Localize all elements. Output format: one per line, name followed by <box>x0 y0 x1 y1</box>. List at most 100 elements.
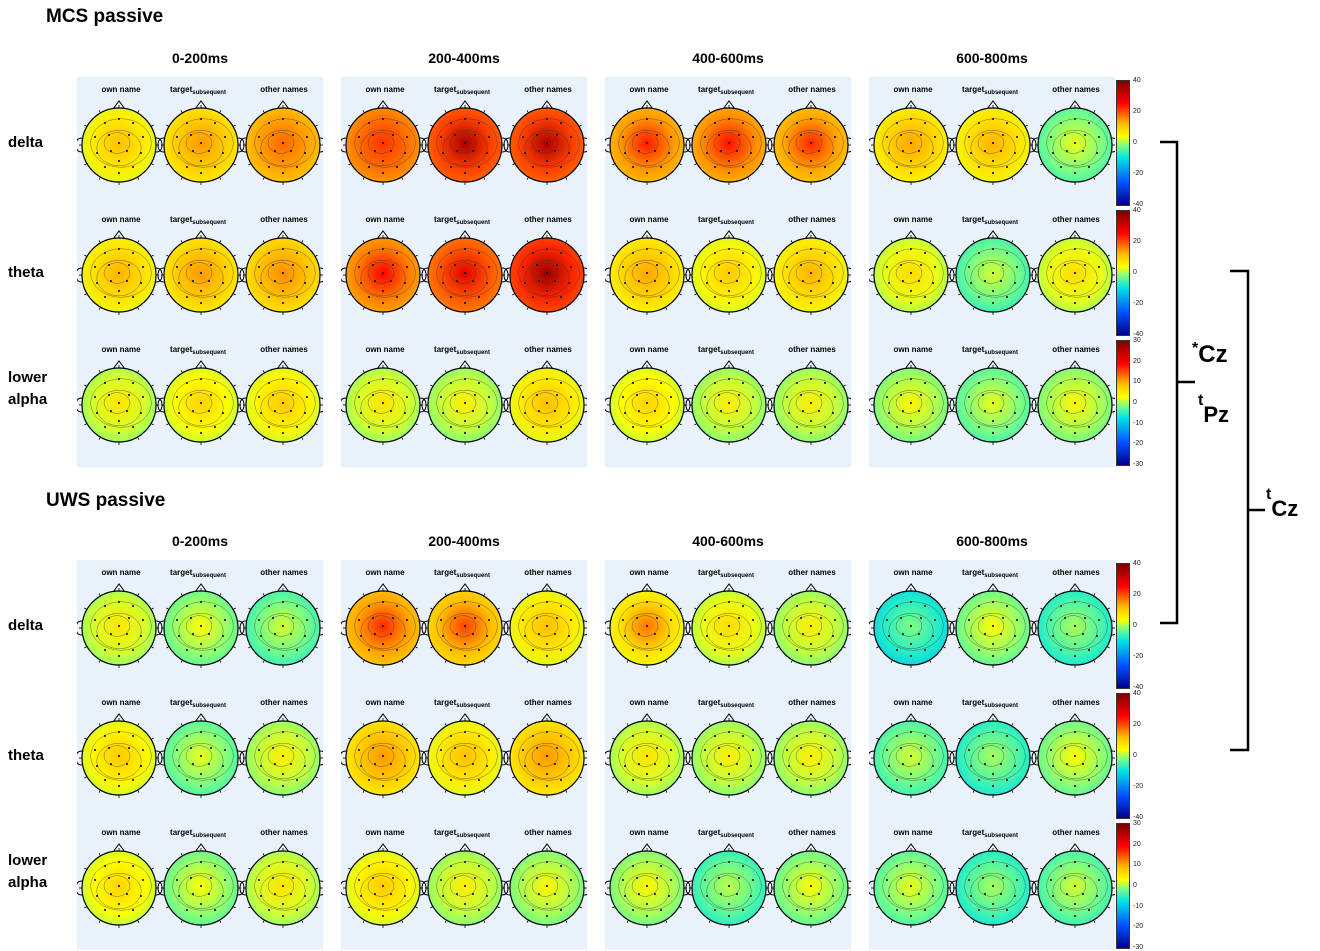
topomap-mcs-lower-alpha-0-1 <box>157 360 245 445</box>
topomap-mcs-delta-3-1 <box>949 100 1037 185</box>
time-window-label-uws-0: 0-200ms <box>171 533 229 549</box>
condition-label: targetsubsequent <box>170 345 226 356</box>
condition-label: targetsubsequent <box>170 85 226 96</box>
topomap-uws-lower-alpha-2-2 <box>767 843 851 928</box>
topomap-uws-delta-3-2 <box>1031 583 1115 668</box>
topomap-row <box>77 843 323 928</box>
topomap-uws-lower-alpha-0-0 <box>77 843 163 928</box>
condition-label: own name <box>101 828 141 837</box>
condition-label: targetsubsequent <box>962 698 1018 709</box>
condition-label: own name <box>365 215 405 224</box>
colorbar-tick: -20 <box>1133 653 1144 660</box>
topomap-mcs-theta-3-2 <box>1031 230 1115 315</box>
topomap-uws-delta-2-2 <box>767 583 851 668</box>
topomap-mcs-delta-3-0 <box>869 100 955 185</box>
topomap-row <box>77 360 323 445</box>
topomap-uws-lower-alpha-0-2 <box>239 843 323 928</box>
topomap-uws-theta-2-2 <box>767 713 851 798</box>
condition-label: other names <box>1052 828 1100 837</box>
condition-label: own name <box>365 568 405 577</box>
topomap-mcs-theta-0-2 <box>239 230 323 315</box>
condition-label: targetsubsequent <box>434 828 490 839</box>
condition-label: other names <box>260 828 308 837</box>
condition-label: other names <box>788 215 836 224</box>
colorbar-uws-theta <box>1116 693 1130 819</box>
topomap-mcs-lower-alpha-3-0 <box>869 360 955 445</box>
topomap-mcs-theta-2-0 <box>605 230 691 315</box>
topomap-uws-delta-1-2 <box>503 583 587 668</box>
condition-label: other names <box>260 698 308 707</box>
condition-label: targetsubsequent <box>170 828 226 839</box>
condition-label: other names <box>1052 85 1100 94</box>
topomap-row <box>869 583 1115 668</box>
topomap-uws-theta-0-0 <box>77 713 163 798</box>
topomap-mcs-delta-0-1 <box>157 100 245 185</box>
annotation-cz-t: tCz <box>1266 486 1299 521</box>
colorbar-tick: 10 <box>1133 378 1141 386</box>
topomap-mcs-lower-alpha-1-1 <box>421 360 509 445</box>
colorbar-tick: 20 <box>1133 357 1141 365</box>
condition-label: other names <box>260 568 308 577</box>
topomap-mcs-lower-alpha-1-0 <box>341 360 427 445</box>
colorbar-tick: -10 <box>1133 902 1144 910</box>
topomap-uws-theta-3-0 <box>869 713 955 798</box>
condition-label: targetsubsequent <box>962 345 1018 356</box>
topomap-mcs-theta-1-1 <box>421 230 509 315</box>
time-window-label-mcs-3: 600-800ms <box>956 50 1028 66</box>
topomap-uws-delta-2-0 <box>605 583 691 668</box>
topomap-row <box>341 230 587 315</box>
topomap-row <box>869 230 1115 315</box>
topomap-uws-lower-alpha-3-0 <box>869 843 955 928</box>
topomap-uws-theta-3-1 <box>949 713 1037 798</box>
colorbar-tick: 0 <box>1133 622 1137 629</box>
condition-label: targetsubsequent <box>698 215 754 226</box>
condition-label: targetsubsequent <box>698 828 754 839</box>
topomap-uws-delta-3-0 <box>869 583 955 668</box>
colorbar-tick: -40 <box>1133 684 1144 691</box>
topomap-mcs-theta-1-0 <box>341 230 427 315</box>
topomap-row <box>869 100 1115 185</box>
time-window-label-uws-2: 400-600ms <box>692 533 764 549</box>
condition-label: targetsubsequent <box>434 345 490 356</box>
colorbar-mcs-lower-alpha <box>1116 340 1130 466</box>
condition-label: own name <box>101 568 141 577</box>
topomap-mcs-theta-0-0 <box>77 230 163 315</box>
condition-label: other names <box>788 345 836 354</box>
condition-label: other names <box>260 345 308 354</box>
annotation-cz-star: *Cz <box>1192 340 1228 368</box>
topomap-row <box>77 583 323 668</box>
condition-label: own name <box>893 828 933 837</box>
topomap-uws-theta-3-2 <box>1031 713 1115 798</box>
topomap-row <box>869 843 1115 928</box>
colorbar-tick: 20 <box>1133 108 1141 115</box>
condition-label: own name <box>893 85 933 94</box>
colorbar-tick: 20 <box>1133 840 1141 848</box>
condition-label: other names <box>524 828 572 837</box>
time-window-label-mcs-0: 0-200ms <box>171 50 229 66</box>
topomap-mcs-theta-0-1 <box>157 230 245 315</box>
topomap-mcs-theta-2-1 <box>685 230 773 315</box>
topomap-row <box>605 843 851 928</box>
condition-label: other names <box>260 215 308 224</box>
section-title-uws: UWS passive <box>46 490 166 511</box>
condition-label: targetsubsequent <box>698 85 754 96</box>
topomap-row <box>605 230 851 315</box>
band-label-delta-uws: delta <box>8 617 44 634</box>
topomap-uws-theta-2-0 <box>605 713 691 798</box>
topomap-mcs-lower-alpha-2-1 <box>685 360 773 445</box>
topomap-uws-lower-alpha-1-0 <box>341 843 427 928</box>
topomap-row <box>605 100 851 185</box>
condition-label: own name <box>365 85 405 94</box>
topomap-mcs-lower-alpha-0-0 <box>77 360 163 445</box>
condition-label: own name <box>101 85 141 94</box>
condition-label: own name <box>893 345 933 354</box>
band-label-theta-mcs: theta <box>8 264 44 281</box>
condition-label: other names <box>788 698 836 707</box>
colorbar-tick: -20 <box>1133 783 1144 790</box>
topomap-uws-theta-0-2 <box>239 713 323 798</box>
topomap-mcs-theta-2-2 <box>767 230 851 315</box>
topomap-mcs-delta-0-0 <box>77 100 163 185</box>
topomap-uws-delta-0-0 <box>77 583 163 668</box>
condition-label: other names <box>524 345 572 354</box>
topomap-row <box>605 713 851 798</box>
